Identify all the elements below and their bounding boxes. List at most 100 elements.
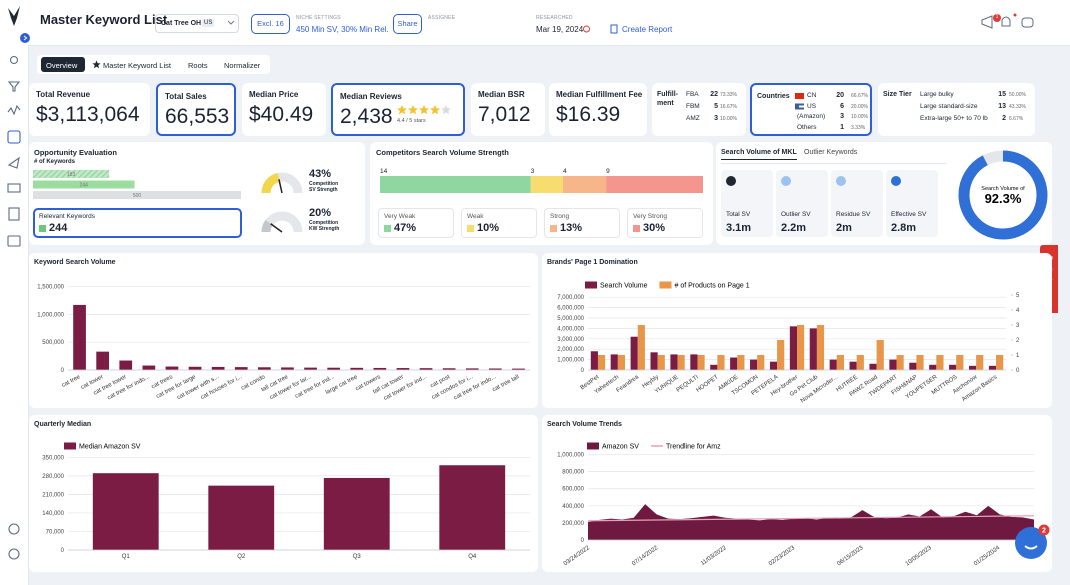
row-count: 22 xyxy=(710,91,718,98)
level-share: 13% xyxy=(560,222,583,234)
row-count: 13 xyxy=(998,103,1006,110)
stat-card: Effective SV 2.8m xyxy=(886,170,938,237)
chart-title: Search Volume Trends xyxy=(547,421,622,428)
panel-tab: Search Volume of MKL xyxy=(721,149,797,160)
researched-label: RESEARCHED xyxy=(536,15,573,21)
kpi-label: Median BSR xyxy=(478,90,525,99)
row-name: Others xyxy=(797,123,817,131)
strength-segment xyxy=(530,176,564,193)
level-swatch xyxy=(467,225,474,232)
flag xyxy=(795,93,804,99)
segment-count: 9 xyxy=(606,168,610,175)
star xyxy=(408,105,418,115)
chart-panel: Keyword Search Volume xyxy=(29,253,538,408)
rating: 4.4 / 5 stars xyxy=(397,118,426,124)
expand-button[interactable] xyxy=(20,33,30,43)
nav-icon[interactable] xyxy=(7,183,21,193)
kpi-value: 2,438 xyxy=(340,105,393,128)
row-share: 66.67% xyxy=(851,93,868,99)
nav-icon[interactable] xyxy=(9,55,19,65)
level-card: Very Strong 30% xyxy=(627,208,703,238)
keyword-bar-label: 500 xyxy=(133,193,142,199)
chart-panel: Quarterly Median xyxy=(29,415,538,572)
account-icon[interactable] xyxy=(8,548,20,560)
segment-count: 14 xyxy=(380,168,388,175)
competitors-card: Competitors Search Volume Strength 14 3 4 9 V… xyxy=(370,142,713,245)
kpi-card: Total Sales 66,553 xyxy=(156,83,236,136)
row-count: 2 xyxy=(1002,115,1006,122)
row-share: 16.67% xyxy=(720,104,737,110)
card-title: Countries xyxy=(757,93,790,100)
row-count: 5 xyxy=(714,103,718,110)
notification-count: 1 xyxy=(995,14,999,20)
gauge-track xyxy=(261,172,303,194)
fulfillment-card: Fulfill-ment FBA 22 73.33% FBM 5 16.67% AMZ 3 10.… xyxy=(652,83,746,136)
row-share: 10.00% xyxy=(720,116,737,122)
row-name: FBA xyxy=(686,91,699,98)
tab[interactable]: Overview xyxy=(46,61,78,70)
stat-value: 2m xyxy=(836,222,852,234)
card-graphics xyxy=(795,93,804,110)
help-icon[interactable] xyxy=(8,523,20,535)
assignee-label: ASSIGNEE xyxy=(428,15,456,21)
row-count: 15 xyxy=(998,91,1006,98)
kpi-card: Total Revenue $3,113,064 xyxy=(29,83,150,136)
row-share: 73.33% xyxy=(720,92,737,98)
announce-icon[interactable] xyxy=(981,15,993,29)
row-name: AMZ xyxy=(686,115,700,122)
star xyxy=(430,105,440,115)
nav-icon[interactable] xyxy=(7,81,21,92)
star xyxy=(441,105,451,115)
row-share: 6.67% xyxy=(1009,116,1024,122)
level-share: 30% xyxy=(643,222,666,234)
excluded-button[interactable]: Excl. 16 xyxy=(251,14,290,34)
kpi-card: Median Price $40.49 xyxy=(242,83,326,136)
level-name: Very Strong xyxy=(633,213,667,220)
nav-icon[interactable] xyxy=(7,156,20,169)
niche-dropdown[interactable] xyxy=(155,14,239,33)
level-share: 10% xyxy=(477,222,500,234)
kpi-label: Median Reviews xyxy=(340,92,402,101)
header xyxy=(0,0,1070,46)
alarm-icon xyxy=(583,25,590,33)
nav-icon[interactable] xyxy=(8,207,20,221)
relevant-box: Relevant Keywords 244 xyxy=(33,208,242,238)
kpi-value: $3,113,064 xyxy=(36,103,140,126)
donut-value xyxy=(958,150,1048,240)
chat-icon[interactable] xyxy=(1021,17,1034,28)
row-count: 6 xyxy=(840,102,844,110)
stat-value: 2.8m xyxy=(891,222,917,234)
tab[interactable]: Normalizer xyxy=(224,61,261,70)
relevant-value: 244 xyxy=(49,222,68,234)
bell-icon[interactable] xyxy=(1001,16,1011,27)
tab[interactable]: Roots xyxy=(188,61,208,70)
stat-label: Effective SV xyxy=(891,211,927,218)
create-report[interactable]: Create Report xyxy=(622,25,673,34)
level-card: Strong 13% xyxy=(544,208,620,238)
level-name: Strong xyxy=(550,213,570,220)
nav-icon[interactable] xyxy=(7,130,21,144)
share-button[interactable]: Share xyxy=(393,14,422,34)
row-share: 20.00% xyxy=(851,103,868,110)
size_tier-card: Size Tier Large bulky 15 50.00% Large standa… xyxy=(878,83,1035,136)
nav-icon[interactable] xyxy=(7,235,21,247)
chart-title: Brands' Page 1 Domination xyxy=(547,259,638,266)
stat-label: Total SV xyxy=(726,211,751,218)
row-name: (Amazon) xyxy=(797,113,826,120)
level-swatch xyxy=(550,225,557,232)
chevron xyxy=(227,20,235,25)
kpi-card: Median BSR 7,012 xyxy=(471,83,545,136)
row-name: US xyxy=(807,102,817,110)
keyword-bar xyxy=(33,191,241,199)
tab[interactable]: Master Keyword List xyxy=(103,61,171,70)
niche-settings[interactable]: 450 Min SV, 30% Min Rel. xyxy=(296,25,389,34)
chart-title: Quarterly Median xyxy=(34,421,92,428)
logo[interactable] xyxy=(8,6,20,26)
nav-icon[interactable] xyxy=(7,104,21,116)
gauge-value xyxy=(261,172,280,194)
strength-segment xyxy=(606,176,703,193)
panel-tab: Outlier Keywords xyxy=(804,149,858,156)
row-name: Large standard-size xyxy=(920,103,978,110)
keyword-bar-label: 244 xyxy=(80,183,89,189)
donut-label: Search Volume of xyxy=(981,186,1025,192)
